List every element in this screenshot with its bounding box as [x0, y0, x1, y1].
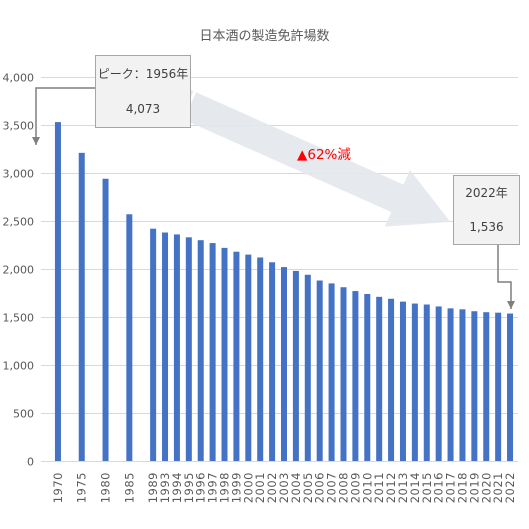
- x-tick-label: 1995: [182, 472, 196, 503]
- bar-2002: [269, 262, 276, 461]
- bars: [54, 122, 514, 462]
- bar-1970: [54, 122, 61, 462]
- x-tick-label: 1985: [122, 472, 136, 503]
- y-axis-tick-labels: 0 500 1,000 1,500 2,000 2,500 3,000 3,500 4,000: [3, 72, 35, 469]
- peak-callout-label: ピーク：1956年: [97, 66, 189, 81]
- y-tick-label: 0: [27, 456, 34, 469]
- bar-2013: [399, 301, 406, 461]
- bar-2001: [257, 257, 264, 461]
- x-tick-label: 2007: [325, 472, 339, 503]
- bar-2016: [435, 306, 442, 461]
- x-tick-label: 1989: [146, 472, 160, 503]
- x-tick-label: 2002: [265, 472, 279, 503]
- bar-1995: [185, 237, 192, 461]
- x-tick-label: 1996: [194, 472, 208, 503]
- bar-2009: [352, 291, 359, 461]
- x-tick-label: 2017: [444, 472, 458, 503]
- y-tick-label: 2,000: [3, 264, 35, 277]
- x-tick-label: 1997: [206, 472, 220, 503]
- bar-1993: [162, 232, 169, 461]
- x-tick-label: 2013: [396, 472, 410, 503]
- x-tick-label: 2018: [455, 472, 469, 503]
- x-tick-label: 1994: [170, 472, 184, 503]
- x-tick-label: 2014: [408, 472, 422, 503]
- bar-2014: [411, 303, 418, 461]
- bar-2004: [292, 270, 299, 461]
- y-tick-label: 1,000: [3, 360, 35, 373]
- bar-2003: [281, 267, 287, 461]
- y-tick-label: 4,000: [3, 72, 35, 85]
- bar-2007: [328, 283, 335, 461]
- y-tick-label: 3,000: [3, 168, 35, 181]
- x-tick-label: 2000: [241, 472, 255, 503]
- x-tick-label: 2022: [503, 472, 517, 503]
- bar-2018: [459, 309, 466, 461]
- bar-1980: [102, 178, 109, 461]
- bar-2000: [245, 254, 252, 461]
- x-tick-label: 1970: [51, 472, 65, 503]
- x-tick-label: 2010: [360, 472, 374, 503]
- gridlines: [41, 77, 518, 462]
- x-tick-label: 1993: [158, 472, 172, 503]
- bar-2010: [364, 293, 371, 461]
- latest-callout-label: 2022年: [465, 186, 508, 200]
- bar-1996: [197, 240, 204, 461]
- x-tick-label: 2001: [253, 472, 267, 503]
- x-tick-label: 2019: [467, 472, 481, 503]
- bar-1999: [233, 251, 240, 461]
- bar-2012: [388, 298, 395, 461]
- bar-2006: [316, 280, 323, 461]
- y-tick-label: 2,500: [3, 216, 35, 229]
- y-tick-label: 500: [13, 408, 34, 421]
- bar-1989: [150, 228, 157, 461]
- x-tick-label: 2006: [313, 472, 327, 503]
- bar-1997: [209, 243, 216, 461]
- x-axis-tick-labels: 1970 1975 1980 1985 198919931994199519961997…: [51, 472, 517, 503]
- x-tick-label: 1998: [218, 472, 232, 503]
- x-tick-label: 2012: [384, 472, 398, 503]
- bar-2008: [340, 287, 347, 461]
- x-tick-label: 2005: [301, 472, 315, 503]
- bar-2005: [304, 274, 311, 461]
- x-tick-label: 1980: [99, 472, 113, 503]
- peak-callout-connector: [32, 87, 95, 145]
- x-tick-label: 2016: [432, 472, 446, 503]
- latest-callout-connector: [497, 245, 515, 309]
- x-tick-label: 2004: [289, 472, 303, 503]
- peak-callout-value: 4,073: [125, 102, 161, 117]
- x-tick-label: 2009: [348, 472, 362, 503]
- x-tick-label: 2008: [336, 472, 350, 503]
- x-tick-label: 2020: [479, 472, 493, 503]
- x-tick-label: 2003: [277, 472, 291, 503]
- bar-1985: [126, 214, 133, 461]
- x-tick-label: 2015: [420, 472, 434, 503]
- chart-title: 日本酒の製造免許場数: [199, 29, 330, 44]
- bar-2020: [483, 312, 490, 461]
- latest-callout-value: 1,536: [469, 220, 504, 234]
- bar-2011: [376, 296, 383, 461]
- bar-2015: [423, 304, 430, 461]
- bar-1975: [78, 152, 85, 461]
- decline-arrow-shape: [183, 92, 451, 227]
- y-tick-label: 1,500: [3, 312, 35, 325]
- bar-1994: [173, 234, 180, 461]
- peak-callout: ピーク：1956年 4,073: [95, 55, 191, 128]
- bar-2017: [447, 308, 454, 461]
- bar-2019: [471, 311, 478, 461]
- decline-percentage-label: ▲62%減: [297, 147, 351, 163]
- x-tick-label: 1975: [75, 472, 89, 503]
- bar-1998: [221, 247, 228, 461]
- x-tick-label: 2011: [372, 472, 386, 503]
- x-tick-label: 1999: [229, 472, 243, 503]
- bar-2022: [507, 313, 514, 461]
- x-tick-label: 2021: [491, 472, 505, 503]
- latest-callout: 2022年 1,536: [453, 175, 520, 245]
- y-tick-label: 3,500: [3, 120, 35, 133]
- bar-2021: [495, 312, 502, 461]
